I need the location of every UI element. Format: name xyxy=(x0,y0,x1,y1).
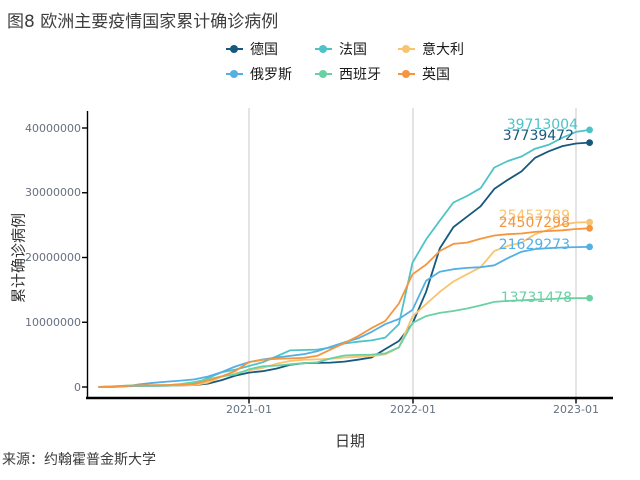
legend-label-italy: 意大利 xyxy=(422,42,464,58)
series-endpoint-spain xyxy=(586,294,593,302)
series-layer xyxy=(98,126,593,388)
legend-label-uk: 英国 xyxy=(422,67,450,83)
legend-item-russia: 俄罗斯 xyxy=(226,65,292,83)
legend-label-spain: 西班牙 xyxy=(339,67,381,83)
series-line-uk xyxy=(98,227,591,388)
legend-label-germany: 德国 xyxy=(250,42,278,58)
end-label-italy: 25453789 xyxy=(498,208,570,224)
x-tick-label-2021: 2021-01 xyxy=(226,403,272,416)
series-endpoint-italy xyxy=(586,218,593,226)
legend-item-spain: 西班牙 xyxy=(315,65,381,83)
legend-marker-icon xyxy=(315,42,332,56)
y-axis-title: 累计确诊病例 xyxy=(9,212,28,304)
series-endpoint-russia xyxy=(586,243,593,251)
y-tick-label-10m: 10000000 xyxy=(25,315,81,329)
end-label-spain: 13731478 xyxy=(500,290,572,306)
legend-item-france: 法国 xyxy=(315,40,367,58)
legend-marker-icon xyxy=(398,42,415,56)
legend-item-uk: 英国 xyxy=(398,65,450,83)
legend-item-germany: 德国 xyxy=(226,40,278,58)
legend-marker-icon xyxy=(226,42,243,56)
end-label-france: 39713004 xyxy=(506,117,578,133)
legend-label-russia: 俄罗斯 xyxy=(250,67,292,83)
y-tick-label-30m: 30000000 xyxy=(25,186,81,200)
source-note: 来源：约翰霍普金斯大学 xyxy=(2,452,156,468)
end-label-uk: 24507298 xyxy=(498,215,570,231)
series-line-france xyxy=(98,128,591,388)
legend-item-italy: 意大利 xyxy=(398,40,464,58)
series-endpoint-germany xyxy=(586,139,593,147)
legend-label-france: 法国 xyxy=(339,42,367,58)
x-tick-label-2023: 2023-01 xyxy=(553,403,599,416)
legend-marker-icon xyxy=(315,67,332,81)
series-endpoint-uk xyxy=(586,224,593,232)
series-endpoint-france xyxy=(586,126,593,134)
page-title: 图8 欧洲主要疫情国家累计确诊病例 xyxy=(7,12,279,32)
legend-marker-icon xyxy=(226,67,243,81)
y-tick-label-0: 0 xyxy=(74,380,81,394)
x-axis-title: 日期 xyxy=(334,432,365,450)
y-tick-label-20m: 20000000 xyxy=(25,251,81,264)
y-tick-label-40m: 40000000 xyxy=(25,121,81,135)
legend-marker-icon xyxy=(398,67,415,81)
end-label-germany: 37739472 xyxy=(502,128,574,144)
series-line-germany xyxy=(98,141,591,388)
x-tick-label-2022: 2022-01 xyxy=(390,403,436,416)
series-line-russia xyxy=(98,245,591,388)
end-label-russia: 21629273 xyxy=(498,237,570,253)
